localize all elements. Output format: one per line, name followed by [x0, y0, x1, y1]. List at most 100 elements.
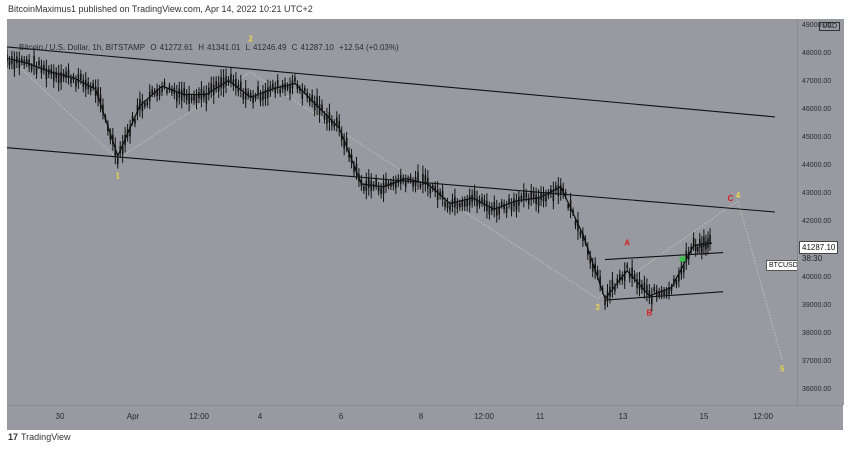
candle-body	[682, 264, 685, 273]
tradingview-logo-icon: 17	[8, 432, 19, 442]
candle-body	[404, 179, 407, 187]
candle-body	[156, 89, 158, 97]
candle-body	[611, 279, 614, 290]
candle-body	[281, 83, 284, 90]
time-axis[interactable]: 30 Apr 12:00 4 6 8 12:00 11 13 15 12:00	[7, 405, 843, 430]
candle-body	[195, 95, 198, 104]
candle-body	[335, 117, 338, 126]
candle-body	[382, 182, 385, 194]
candle-body	[456, 202, 459, 209]
candle-body	[422, 173, 424, 186]
price-line-segment	[161, 85, 185, 96]
candle-body	[220, 77, 222, 88]
candle-body	[126, 129, 129, 137]
time-tick-label: 12:00	[752, 412, 774, 421]
price-line-segment	[250, 88, 274, 98]
price-axis[interactable]: USD 49000.00 48000.00 47000.00 46000.00 4500…	[797, 19, 844, 405]
candle-body	[483, 199, 486, 207]
candle-body	[180, 89, 183, 101]
candle-body	[643, 282, 646, 292]
currency-badge[interactable]: USD	[819, 22, 840, 31]
candle-body	[338, 120, 341, 130]
candle-body	[626, 264, 628, 269]
price-chart[interactable]: 1 2 3 4 5 A B C	[7, 19, 797, 405]
green-marker	[679, 256, 686, 262]
trendline-abc-upper	[605, 252, 724, 261]
time-tick-label: 15	[699, 412, 709, 421]
candle-body	[343, 139, 345, 149]
candle-body	[146, 101, 149, 106]
candle-body	[461, 200, 464, 207]
candle-body	[545, 194, 547, 202]
candle-body	[631, 267, 633, 279]
price-tick-label: 43000.00	[802, 190, 832, 198]
candle-body	[523, 190, 525, 201]
candle-body	[387, 182, 390, 187]
wave-path	[7, 55, 783, 361]
candle-body	[259, 94, 262, 102]
candle-body	[454, 196, 456, 208]
price-tick-label: 47000.00	[802, 78, 832, 86]
candle-body	[316, 96, 318, 108]
candle-body	[178, 88, 181, 98]
candle-body	[542, 192, 545, 202]
candle-body	[62, 72, 65, 79]
candle-body	[109, 133, 112, 140]
candle-body	[638, 279, 641, 290]
candle-body	[540, 192, 542, 201]
candle-body	[57, 72, 60, 84]
candle-body	[407, 177, 409, 182]
candle-body	[249, 93, 252, 98]
candle-body	[119, 146, 122, 154]
candle-body	[557, 185, 560, 197]
price-line-segment	[206, 80, 229, 96]
candle-body	[377, 186, 380, 192]
candle-body	[217, 82, 220, 92]
legend-title: Bitcoin / U.S. Dollar, 1h, BITSTAMP	[19, 43, 146, 52]
candle-body	[97, 87, 99, 99]
price-line-segment	[516, 197, 539, 202]
candle-body	[107, 124, 109, 132]
candle-body	[486, 200, 488, 211]
price-line-segment	[95, 88, 119, 157]
candle-body	[208, 87, 210, 96]
candle-body	[409, 176, 412, 181]
candle-body	[439, 191, 441, 197]
candle-body	[449, 205, 451, 211]
candle-body	[136, 104, 139, 114]
chart-panel[interactable]: 1 2 3 4 5 A B C Bitcoin / U.S. Dollar, 1h, BITS…	[7, 19, 801, 405]
price-line-segment	[494, 200, 517, 210]
candle-body	[547, 192, 550, 197]
candle-body	[370, 180, 373, 191]
candle-body	[25, 59, 28, 64]
candle-body	[313, 101, 316, 111]
candle-body	[183, 88, 185, 97]
candle-body	[291, 80, 294, 89]
price-line-segment	[117, 105, 141, 157]
candle-body	[353, 165, 355, 173]
candle-body	[225, 75, 227, 86]
wave-label: B	[646, 308, 652, 317]
legend-close: 41287.10	[300, 43, 334, 52]
footer: 17 TradingView	[8, 432, 71, 442]
candle-body	[77, 74, 80, 83]
price-line-segment	[383, 177, 406, 188]
candle-body	[429, 188, 432, 194]
candle-body	[500, 201, 503, 206]
candle-body	[38, 60, 40, 66]
candle-body	[685, 250, 688, 262]
candle-body	[18, 58, 21, 69]
price-line-segment	[449, 197, 473, 205]
candle-body	[648, 290, 651, 299]
candle-body	[148, 91, 151, 102]
candle-body	[104, 116, 107, 121]
candle-body	[144, 102, 146, 107]
price-line-segment	[272, 82, 296, 90]
price-line-segment	[626, 270, 650, 297]
publish-header: BitcoinMaximus1 published on TradingView…	[8, 4, 313, 14]
candle-body	[505, 205, 508, 213]
time-tick-label: 13	[618, 412, 628, 421]
candle-body	[215, 81, 217, 88]
candle-body	[530, 190, 533, 200]
candle-body	[463, 200, 466, 207]
